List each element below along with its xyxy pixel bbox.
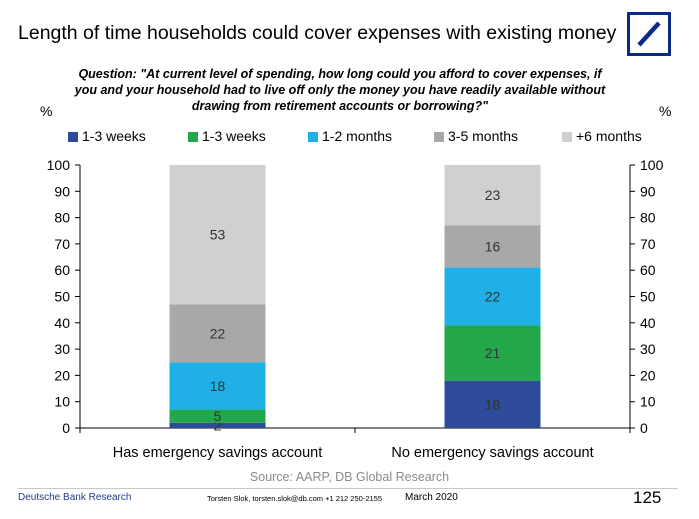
data-label: 53 — [210, 227, 226, 243]
data-label: 18 — [210, 378, 226, 394]
left-y-tick-label: 20 — [54, 367, 70, 383]
left-y-tick-label: 90 — [54, 183, 70, 199]
footer-contact: Torsten Slok, torsten.slok@db.com +1 212… — [207, 494, 383, 503]
bar-segment — [169, 304, 266, 363]
bar-segment — [169, 409, 266, 423]
right-y-tick-label: 90 — [640, 183, 656, 199]
bar-segment — [444, 225, 541, 268]
bar-segment — [169, 422, 266, 428]
page-number: 125 — [633, 488, 662, 507]
left-y-tick-label: 60 — [54, 262, 70, 278]
right-y-tick-label: 80 — [640, 210, 656, 226]
footer-org: Deutsche Bank Research — [18, 492, 132, 503]
bar-segment — [169, 165, 266, 305]
legend-item-3-5-months: 3-5 months — [434, 128, 518, 144]
legend-label: 1-2 months — [322, 128, 393, 144]
chart-title: Length of time households could cover ex… — [18, 22, 617, 44]
left-y-tick-label: 100 — [47, 157, 71, 173]
source-note: Source: AARP, DB Global Research — [249, 470, 450, 484]
left-y-tick-label: 70 — [54, 236, 70, 252]
bar-segment — [444, 325, 541, 381]
bar-segment — [444, 165, 541, 226]
data-label: 22 — [485, 289, 501, 305]
deutsche-bank-logo-icon — [627, 12, 671, 56]
data-label: 5 — [214, 408, 222, 424]
left-axis-unit: % — [40, 103, 53, 119]
footer-divider — [18, 488, 678, 489]
right-y-tick-label: 50 — [640, 289, 656, 305]
left-y-tick-label: 10 — [54, 394, 70, 410]
question-line-3: drawing from retirement accounts or borr… — [191, 99, 489, 113]
left-y-tick-label: 80 — [54, 210, 70, 226]
left-y-tick-label: 50 — [54, 289, 70, 305]
left-y-tick-label: 0 — [62, 420, 70, 436]
legend-swatch — [308, 132, 318, 142]
legend-item-1-3-weeks-green: 1-3 weeks — [188, 128, 266, 144]
survey-question: Question: "At current level of spending,… — [60, 66, 620, 114]
left-y-tick-label: 30 — [54, 341, 70, 357]
right-axis-unit: % — [659, 103, 672, 119]
legend-item-6-months: +6 months — [562, 128, 642, 144]
chart-legend: 1-3 weeks 1-3 weeks 1-2 months 3-5 month… — [0, 128, 699, 146]
data-label: 16 — [485, 239, 501, 255]
legend-swatch — [68, 132, 78, 142]
right-y-tick-label: 40 — [640, 315, 656, 331]
bar-segment — [444, 267, 541, 326]
data-label: 18 — [485, 396, 501, 412]
legend-label: 1-3 weeks — [82, 128, 146, 144]
legend-swatch — [188, 132, 198, 142]
right-y-tick-label: 30 — [640, 341, 656, 357]
right-y-tick-label: 20 — [640, 367, 656, 383]
right-y-tick-label: 10 — [640, 394, 656, 410]
legend-swatch — [562, 132, 572, 142]
category-label: Has emergency savings account — [113, 445, 323, 461]
question-line-2: you and your household had to live off o… — [74, 83, 606, 97]
right-y-tick-label: 0 — [640, 420, 648, 436]
legend-swatch — [434, 132, 444, 142]
footer-date: March 2020 — [405, 492, 458, 503]
legend-label: 3-5 months — [448, 128, 519, 144]
data-label: 21 — [485, 345, 501, 361]
right-y-tick-label: 60 — [640, 262, 656, 278]
legend-label: +6 months — [576, 128, 642, 144]
data-label: 2 — [214, 417, 222, 433]
right-y-tick-label: 70 — [640, 236, 656, 252]
legend-item-1-2-months: 1-2 months — [308, 128, 392, 144]
legend-item-1-3-weeks-dark: 1-3 weeks — [68, 128, 146, 144]
data-label: 23 — [485, 187, 501, 203]
bar-segment — [444, 380, 541, 428]
data-label: 22 — [210, 325, 226, 341]
bar-segment — [169, 362, 266, 410]
legend-label: 1-3 weeks — [202, 128, 266, 144]
left-y-tick-label: 40 — [54, 315, 70, 331]
category-label: No emergency savings account — [391, 445, 593, 461]
right-y-tick-label: 100 — [640, 157, 664, 173]
question-line-1: Question: "At current level of spending,… — [78, 67, 602, 81]
